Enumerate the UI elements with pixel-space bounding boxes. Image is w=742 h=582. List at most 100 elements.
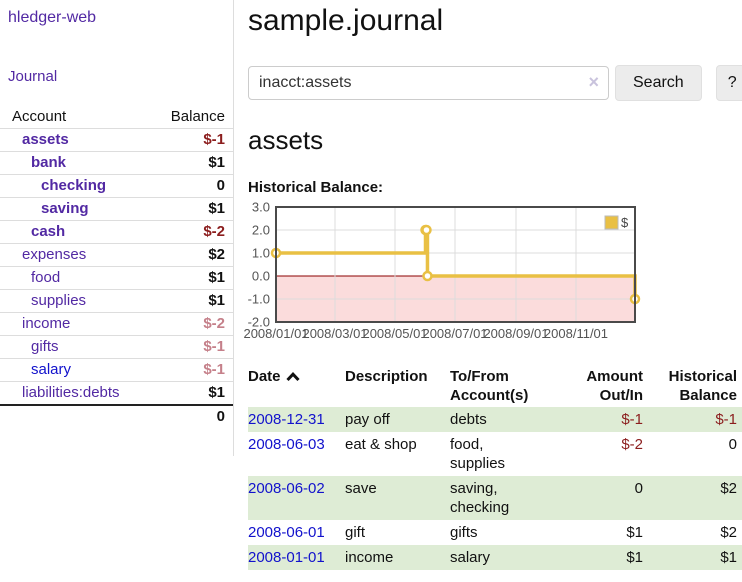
page-title: sample.journal	[248, 4, 742, 38]
sort-ascending-icon	[286, 371, 300, 382]
account-balance: $1	[153, 267, 233, 290]
account-row: gifts $-1	[0, 336, 233, 359]
hledger-web-app: hledger-web Journal Account Balance asse…	[0, 0, 742, 570]
register-row: 2008-12-31pay offdebts$-1$-1	[248, 407, 742, 432]
svg-text:2008/05/01: 2008/05/01	[362, 326, 427, 341]
amount-column-header: Amount Out/In	[548, 365, 643, 407]
account-row: food $1	[0, 267, 233, 290]
account-balance: $1	[153, 382, 233, 406]
svg-text:2008/11/01: 2008/11/01	[544, 326, 608, 341]
transaction-date-cell: 2008-12-31	[248, 407, 345, 432]
account-link[interactable]: checking	[41, 177, 106, 194]
transaction-date-cell: 2008-06-01	[248, 520, 345, 545]
legend-label: $	[621, 215, 629, 230]
transaction-date-link[interactable]: 2008-01-01	[248, 549, 325, 566]
transaction-date-link[interactable]: 2008-06-01	[248, 524, 325, 541]
register-row: 2008-06-01 giftgifts$1$2	[248, 520, 742, 545]
svg-text:2.0: 2.0	[252, 223, 270, 238]
legend-swatch	[605, 216, 618, 229]
date-column-header[interactable]: Date	[248, 365, 345, 407]
svg-text:1.0: 1.0	[252, 246, 270, 261]
register-row: 2008-06-02savesaving, checking0$2	[248, 476, 742, 520]
journal-nav: Journal	[0, 68, 233, 85]
account-row: liabilities:debts $1	[0, 382, 233, 406]
account-link[interactable]: income	[22, 315, 70, 332]
accounts-total-row: 0	[0, 405, 233, 428]
account-link[interactable]: supplies	[31, 292, 86, 309]
register-header-row: Date Description To/From Account(s) Amou…	[248, 365, 742, 407]
transaction-balance: $2	[643, 476, 742, 520]
transaction-balance: $2	[643, 520, 742, 545]
transaction-balance: 0	[643, 432, 742, 476]
transaction-date-link[interactable]: 2008-06-02	[248, 480, 325, 497]
transaction-description: gift	[345, 520, 450, 545]
transaction-date-cell: 2008-06-02	[248, 476, 345, 520]
account-balance: $-1	[153, 336, 233, 359]
search-input[interactable]	[248, 66, 609, 100]
transaction-amount: $-2	[548, 432, 643, 476]
register-table-body: 2008-12-31pay offdebts$-1$-12008-06-03ea…	[248, 407, 742, 570]
account-link[interactable]: cash	[31, 223, 65, 240]
app-title: hledger-web	[0, 9, 233, 27]
transaction-amount: $1	[548, 545, 643, 570]
description-column-header: Description	[345, 365, 450, 407]
account-link[interactable]: assets	[22, 131, 69, 148]
transaction-date-link[interactable]: 2008-12-31	[248, 411, 325, 428]
account-row: assets $-1	[0, 129, 233, 152]
transaction-accounts: salary	[450, 545, 548, 570]
svg-text:2008/03/01: 2008/03/01	[302, 326, 367, 341]
account-balance: $-2	[153, 221, 233, 244]
account-balance: $-2	[153, 313, 233, 336]
register-row: 2008-01-01incomesalary$1$1	[248, 545, 742, 570]
account-link[interactable]: bank	[31, 154, 66, 171]
sidebar: hledger-web Journal Account Balance asse…	[0, 0, 234, 456]
app-title-link[interactable]: hledger-web	[8, 9, 96, 26]
account-row: expenses $2	[0, 244, 233, 267]
svg-text:3.0: 3.0	[252, 200, 270, 215]
chart-title: Historical Balance:	[248, 179, 742, 196]
transaction-date-cell: 2008-01-01	[248, 545, 345, 570]
transaction-date-link[interactable]: 2008-06-03	[248, 436, 325, 453]
account-row: cash $-2	[0, 221, 233, 244]
balance-column-header: Balance	[153, 105, 233, 129]
account-row: saving$1	[0, 198, 233, 221]
search-button[interactable]: Search	[615, 65, 702, 101]
account-balance: $1	[153, 290, 233, 313]
account-link[interactable]: salary	[31, 361, 71, 378]
account-link[interactable]: saving	[41, 200, 89, 217]
transaction-date-cell: 2008-06-03	[248, 432, 345, 476]
account-link[interactable]: gifts	[31, 338, 59, 355]
svg-text:0.0: 0.0	[252, 269, 270, 284]
accounts-total-value: 0	[153, 405, 233, 428]
account-balance: $-1	[153, 359, 233, 382]
transaction-amount: 0	[548, 476, 643, 520]
historical-balance-chart: -2.0-1.00.01.02.03.02008/01/012008/03/01…	[248, 206, 742, 346]
transaction-amount: $1	[548, 520, 643, 545]
account-balance: $-1	[153, 129, 233, 152]
account-row: bank $1	[0, 152, 233, 175]
account-link[interactable]: liabilities:debts	[22, 384, 120, 401]
transaction-description: save	[345, 476, 450, 520]
help-button[interactable]: ?	[716, 65, 742, 101]
account-row: salary $-1	[0, 359, 233, 382]
transaction-balance: $1	[643, 545, 742, 570]
account-row: supplies $1	[0, 290, 233, 313]
register-row: 2008-06-03eat & shopfood, supplies$-20	[248, 432, 742, 476]
svg-text:2008/07/01: 2008/07/01	[422, 326, 487, 341]
accounts-table-body: assets$-1bank$1checking0saving$1cash$-2e…	[0, 129, 233, 406]
balance-column-header-main: Historical Balance	[643, 365, 742, 407]
journal-link[interactable]: Journal	[8, 68, 57, 85]
svg-text:2008/01/01: 2008/01/01	[243, 326, 308, 341]
account-link[interactable]: food	[31, 269, 60, 286]
account-balance: $1	[153, 152, 233, 175]
account-link[interactable]: expenses	[22, 246, 86, 263]
clear-search-icon[interactable]: ×	[588, 72, 599, 94]
transaction-description: income	[345, 545, 450, 570]
transaction-description: pay off	[345, 407, 450, 432]
account-balance: $2	[153, 244, 233, 267]
accounts-table: Account Balance assets$-1bank$1checking0…	[0, 105, 233, 428]
transaction-amount: $-1	[548, 407, 643, 432]
transaction-accounts: gifts	[450, 520, 548, 545]
chart-canvas: -2.0-1.00.01.02.03.02008/01/012008/03/01…	[248, 206, 642, 346]
account-balance: 0	[153, 175, 233, 198]
